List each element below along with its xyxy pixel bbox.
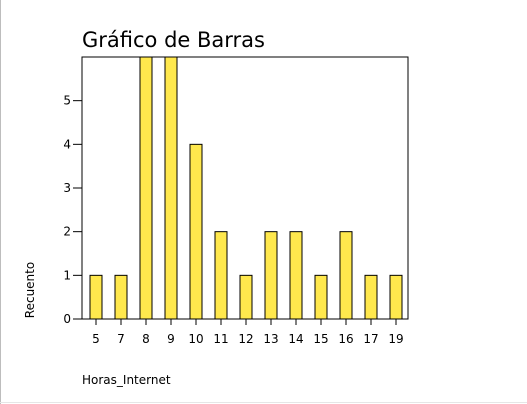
bar-10 <box>190 144 202 319</box>
bar-8 <box>140 57 152 319</box>
x-tick-label-16: 16 <box>338 332 353 346</box>
bar-7 <box>115 275 127 319</box>
y-tick-label-0: 0 <box>63 312 71 326</box>
bar-5 <box>90 275 102 319</box>
bars-group <box>90 57 402 319</box>
x-tick-label-5: 5 <box>92 332 100 346</box>
bar-19 <box>390 275 402 319</box>
y-tick-label-3: 3 <box>63 181 71 195</box>
bar-13 <box>265 232 277 319</box>
y-tick-label-4: 4 <box>63 137 71 151</box>
bar-17 <box>365 275 377 319</box>
x-tick-label-12: 12 <box>238 332 253 346</box>
x-tick-label-9: 9 <box>167 332 175 346</box>
bar-16 <box>340 232 352 319</box>
x-tick-label-15: 15 <box>313 332 328 346</box>
x-tick-label-13: 13 <box>263 332 278 346</box>
x-tick-label-11: 11 <box>213 332 228 346</box>
x-tick-label-19: 19 <box>388 332 403 346</box>
y-tick-label-5: 5 <box>63 94 71 108</box>
x-tick-label-7: 7 <box>117 332 125 346</box>
y-tick-label-2: 2 <box>63 225 71 239</box>
y-tick-label-1: 1 <box>63 268 71 282</box>
bar-9 <box>165 57 177 319</box>
bar-11 <box>215 232 227 319</box>
bar-12 <box>240 275 252 319</box>
x-tick-label-14: 14 <box>288 332 303 346</box>
x-tick-label-10: 10 <box>188 332 203 346</box>
bar-15 <box>315 275 327 319</box>
x-tick-label-8: 8 <box>142 332 150 346</box>
x-tick-label-17: 17 <box>363 332 378 346</box>
bar-14 <box>290 232 302 319</box>
